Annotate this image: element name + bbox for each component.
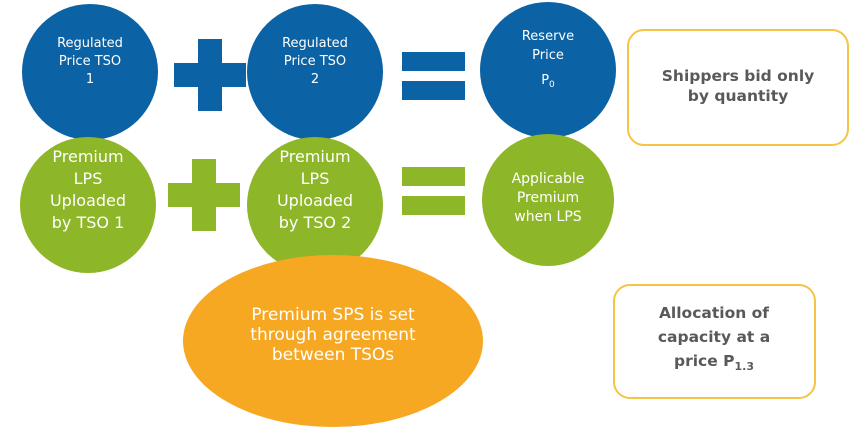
price-symbol: P	[541, 73, 549, 88]
node-label: Reserve	[522, 29, 574, 44]
box-text: Allocation of	[659, 304, 769, 322]
plus-blue	[174, 39, 246, 111]
node-label: 2	[311, 72, 319, 87]
price-sub: 0	[549, 80, 555, 90]
plus-green	[168, 159, 240, 231]
node-label: LPS	[301, 169, 330, 188]
node-label: Applicable	[512, 171, 585, 187]
node-label: LPS	[74, 169, 103, 188]
node-label: Regulated	[57, 36, 123, 51]
circle-blue	[480, 2, 616, 138]
ellipse	[183, 255, 483, 427]
info-box	[627, 29, 849, 146]
node-label: Uploaded	[277, 191, 353, 210]
node-label: Premium	[52, 147, 123, 166]
box-text: price P1.3	[674, 352, 754, 373]
node-label: through agreement	[250, 325, 416, 345]
node-label: Price TSO	[59, 54, 121, 69]
node-label: by TSO 1	[52, 213, 125, 232]
node-label: Premium SPS is set	[251, 305, 415, 325]
equals-blue	[402, 52, 465, 100]
node-label: Regulated	[282, 36, 348, 51]
box-text: capacity at a	[658, 328, 770, 346]
node-label: Premium	[517, 190, 579, 206]
node-price: P0	[541, 73, 555, 90]
circle-blue	[22, 4, 158, 140]
circle-green	[482, 134, 614, 266]
info-box	[613, 284, 816, 399]
box-price-sub: 1.3	[735, 360, 755, 373]
node-label: between TSOs	[272, 345, 394, 365]
node-label: by TSO 2	[279, 213, 352, 232]
box-text: Shippers bid only	[662, 67, 814, 85]
node-label: Price	[532, 48, 564, 63]
circle-blue	[247, 4, 383, 140]
circle-green	[20, 137, 156, 273]
node-label: when LPS	[514, 209, 582, 225]
box-price: price P	[674, 352, 735, 370]
node-label: Price TSO	[284, 54, 346, 69]
node-label: 1	[86, 72, 94, 87]
node-label: Premium	[279, 147, 350, 166]
node-label: Uploaded	[50, 191, 126, 210]
circle-green	[247, 137, 383, 273]
box-text: by quantity	[688, 87, 788, 105]
equals-green	[402, 167, 465, 215]
